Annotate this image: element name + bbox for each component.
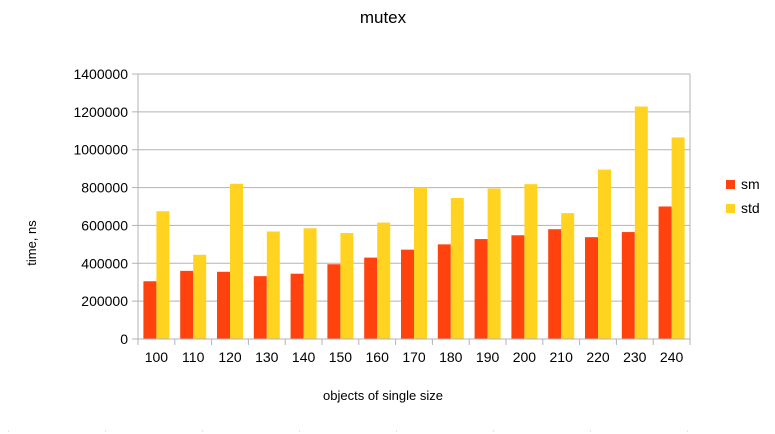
bar-std-200 (524, 184, 538, 339)
x-tick-label: 200 (513, 349, 537, 365)
bar-sm-170 (401, 249, 414, 339)
bars (143, 106, 685, 339)
y-axis-label: time, ns (24, 220, 39, 266)
bar-std-190 (487, 188, 501, 339)
y-tick-label: 400000 (81, 255, 128, 271)
bar-sm-140 (290, 273, 304, 339)
axes (132, 73, 691, 345)
legend-label-sm: sm (741, 176, 760, 192)
bar-std-240 (671, 137, 685, 339)
x-tick-label: 160 (366, 349, 390, 365)
y-tick-label: 1000000 (73, 142, 128, 158)
x-tick-label: 190 (476, 349, 500, 365)
bar-std-210 (561, 213, 575, 339)
chart-title: mutex (360, 8, 407, 27)
legend-label-std: std (741, 200, 760, 216)
y-tick-labels: 0 200000 400000 600000 800000 1000000 1200000 1… (73, 66, 128, 347)
y-tick-label: 200000 (81, 293, 128, 309)
x-tick-label: 170 (402, 349, 426, 365)
bar-sm-200 (511, 235, 525, 339)
x-tick-label: 130 (255, 349, 279, 365)
bar-sm-130 (253, 276, 267, 339)
bar-sm-240 (658, 206, 672, 339)
bar-sm-190 (474, 239, 488, 339)
x-tick-label: 180 (439, 349, 463, 365)
bar-sm-120 (217, 271, 230, 339)
bar-std-160 (377, 222, 391, 339)
x-axis-label: objects of single size (323, 388, 443, 403)
bar-sm-160 (364, 257, 378, 339)
x-tick-label: 140 (292, 349, 316, 365)
bar-std-100 (156, 211, 170, 339)
bar-sm-220 (585, 237, 598, 339)
x-tick-labels: 100 110 120 130 140 150 160 170 180 190 200 210 220 2… (145, 349, 684, 365)
bar-std-120 (230, 183, 243, 339)
legend-swatch-sm (726, 180, 735, 189)
bar-std-110 (193, 254, 207, 339)
x-tick-label: 110 (182, 349, 205, 365)
x-tick-label: 120 (218, 349, 242, 365)
bar-sm-230 (621, 232, 635, 339)
x-tick-label: 150 (329, 349, 353, 365)
x-tick-label: 100 (145, 349, 169, 365)
y-tick-label: 1200000 (73, 104, 128, 120)
x-tick-label: 240 (660, 349, 684, 365)
bar-sm-110 (180, 270, 194, 339)
bar-sm-210 (548, 229, 562, 339)
legend-swatch-std (726, 204, 735, 213)
x-tick-label: 230 (623, 349, 647, 365)
bar-sm-100 (143, 281, 157, 339)
bar-sm-150 (327, 264, 341, 339)
bar-sm-180 (437, 244, 451, 339)
y-tick-label: 600000 (81, 217, 128, 233)
bar-std-220 (598, 169, 611, 339)
bar-std-180 (450, 197, 464, 339)
x-tick-label: 210 (550, 349, 574, 365)
bar-std-150 (340, 233, 354, 339)
bar-std-130 (266, 231, 280, 339)
bar-std-140 (303, 228, 317, 339)
y-tick-label: 800000 (81, 180, 128, 196)
y-tick-label: 0 (120, 331, 128, 347)
y-tick-label: 1400000 (73, 66, 128, 82)
legend: sm std (726, 176, 760, 216)
x-tick-label: 220 (586, 349, 610, 365)
bar-std-230 (634, 106, 648, 339)
bar-std-170 (414, 187, 427, 339)
